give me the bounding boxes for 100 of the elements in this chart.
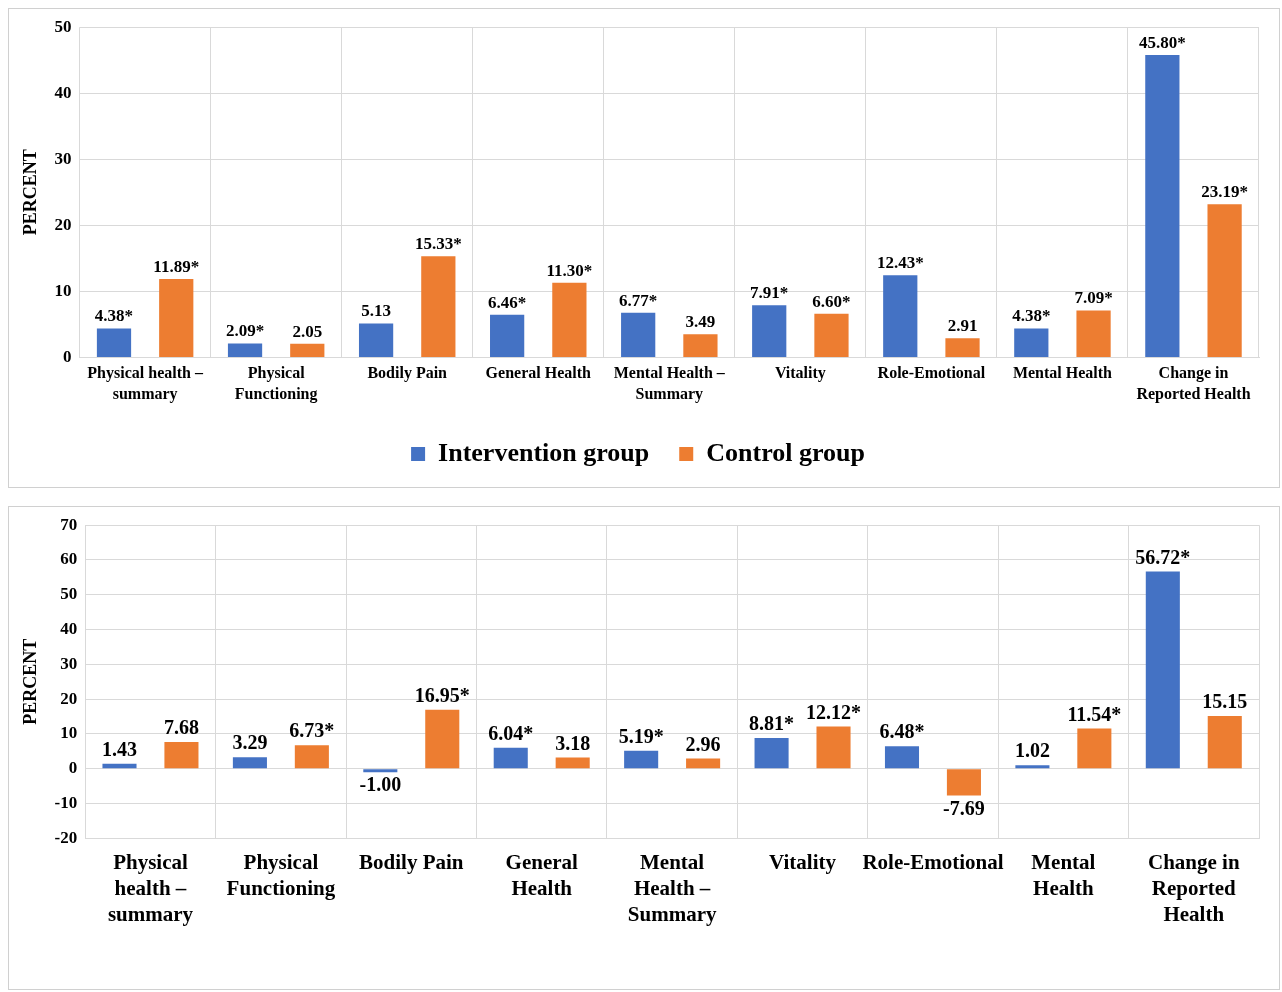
- x-tick-label: Physical health – summary: [87, 363, 204, 403]
- bar: [1077, 728, 1112, 769]
- bar: [1207, 204, 1242, 357]
- bar: [358, 323, 394, 357]
- x-tick-label: Physical Functioning: [234, 363, 318, 403]
- y-axis-title: PERCENT: [20, 149, 41, 236]
- bar: [1207, 715, 1242, 769]
- y-tick-label: 40: [54, 82, 72, 102]
- y-tick-label: 20: [60, 688, 78, 708]
- legend-label: Intervention group: [438, 437, 650, 467]
- bar: [555, 757, 590, 769]
- y-tick-label: 0: [68, 758, 78, 778]
- bar: [363, 769, 398, 773]
- bar: [1145, 571, 1180, 769]
- data-label: 23.19*: [1201, 182, 1248, 202]
- data-label: 3.49: [685, 312, 716, 332]
- data-label: 16.95*: [414, 683, 470, 706]
- bar: [290, 343, 325, 357]
- bar: [945, 338, 980, 357]
- bar: [425, 709, 460, 769]
- bar: [294, 745, 329, 769]
- y-tick-label: 60: [60, 549, 78, 569]
- x-tick-label: Physical health – summary: [107, 849, 194, 927]
- y-axis-title: PERCENT: [20, 638, 41, 725]
- x-tick-label: Change in Reported Health: [1136, 363, 1251, 403]
- data-label: 11.89*: [153, 256, 200, 276]
- bar: [816, 726, 851, 769]
- bar: [421, 256, 456, 357]
- x-tick-label: Vitality: [769, 849, 837, 874]
- y-tick-label: 70: [60, 514, 78, 534]
- bar: [164, 741, 199, 769]
- x-tick-label: Role-Emotional: [862, 849, 1004, 874]
- data-label: 15.33*: [414, 234, 462, 254]
- data-label: 1.43: [102, 737, 137, 760]
- x-tick-label: Role-Emotional: [877, 363, 986, 381]
- x-tick-label: General Health: [505, 849, 579, 901]
- bar: [102, 763, 137, 769]
- y-tick-label: 0: [63, 346, 72, 366]
- x-tick-label: Bodily Pain: [367, 363, 448, 382]
- bar: [624, 750, 659, 769]
- data-label: -7.69: [943, 796, 985, 819]
- bar: [493, 747, 528, 769]
- data-label: 6.04*: [488, 721, 534, 744]
- legend-label: Control group: [706, 437, 865, 467]
- bar: [490, 314, 525, 357]
- y-tick-label: -20: [54, 827, 78, 847]
- data-label: 7.09*: [1074, 288, 1113, 308]
- y-tick-label: 50: [60, 584, 78, 604]
- y-tick-label: 40: [60, 618, 78, 638]
- data-label: 15.15: [1202, 690, 1248, 713]
- y-tick-label: 30: [54, 148, 72, 168]
- data-label: 7.68: [163, 716, 199, 739]
- bar: [686, 758, 721, 769]
- data-label: 4.38*: [94, 306, 134, 326]
- data-label: 2.09*: [225, 321, 265, 341]
- data-label: 11.30*: [546, 260, 593, 280]
- bar: [1076, 310, 1111, 357]
- data-label: 5.19*: [618, 724, 664, 747]
- data-label: 2.96: [685, 732, 721, 755]
- bar: [883, 275, 918, 357]
- data-label: 2.91: [947, 316, 978, 336]
- x-tick-label: Mental Health – Summary: [613, 363, 726, 403]
- x-tick-label: Mental Health: [1031, 849, 1096, 901]
- data-label: 6.46*: [488, 292, 527, 312]
- x-tick-label: Vitality: [774, 363, 826, 382]
- y-tick-label: 50: [54, 16, 72, 36]
- data-label: 12.12*: [806, 700, 862, 723]
- x-tick-label: Mental Health: [1012, 363, 1113, 381]
- bar: [1015, 765, 1050, 769]
- bar: [752, 305, 787, 357]
- data-label: 7.91*: [750, 283, 789, 303]
- bar: [814, 313, 849, 357]
- data-label: 5.13: [361, 301, 391, 321]
- bar: [227, 343, 263, 357]
- bar: [683, 334, 718, 357]
- x-tick-label: Change in Reported Health: [1147, 849, 1240, 927]
- bar: [96, 328, 132, 357]
- bar: [1145, 54, 1180, 357]
- bar: [552, 282, 587, 357]
- x-tick-label: Physical Functioning: [226, 849, 336, 901]
- x-tick-label: General Health: [485, 363, 592, 381]
- y-tick-label: 30: [60, 653, 78, 673]
- bar: [884, 746, 920, 769]
- bar: [946, 769, 981, 796]
- data-label: 3.29: [232, 731, 268, 754]
- data-label: 4.38*: [1012, 306, 1051, 326]
- data-label: 8.81*: [749, 712, 795, 735]
- data-label: 6.77*: [619, 290, 658, 310]
- y-tick-label: -10: [54, 792, 78, 812]
- data-label: -1.00: [359, 773, 402, 796]
- data-label: 1.02: [1014, 739, 1050, 762]
- data-label: 56.72*: [1135, 545, 1191, 568]
- y-tick-label: 10: [54, 280, 72, 300]
- data-label: 6.60*: [812, 291, 851, 311]
- data-label: 45.80*: [1138, 32, 1186, 52]
- data-label: 11.54*: [1067, 702, 1122, 725]
- data-label: 6.73*: [289, 719, 335, 742]
- data-label: 6.48*: [879, 720, 925, 743]
- bar: [621, 312, 656, 357]
- x-tick-label: Bodily Pain: [359, 849, 464, 874]
